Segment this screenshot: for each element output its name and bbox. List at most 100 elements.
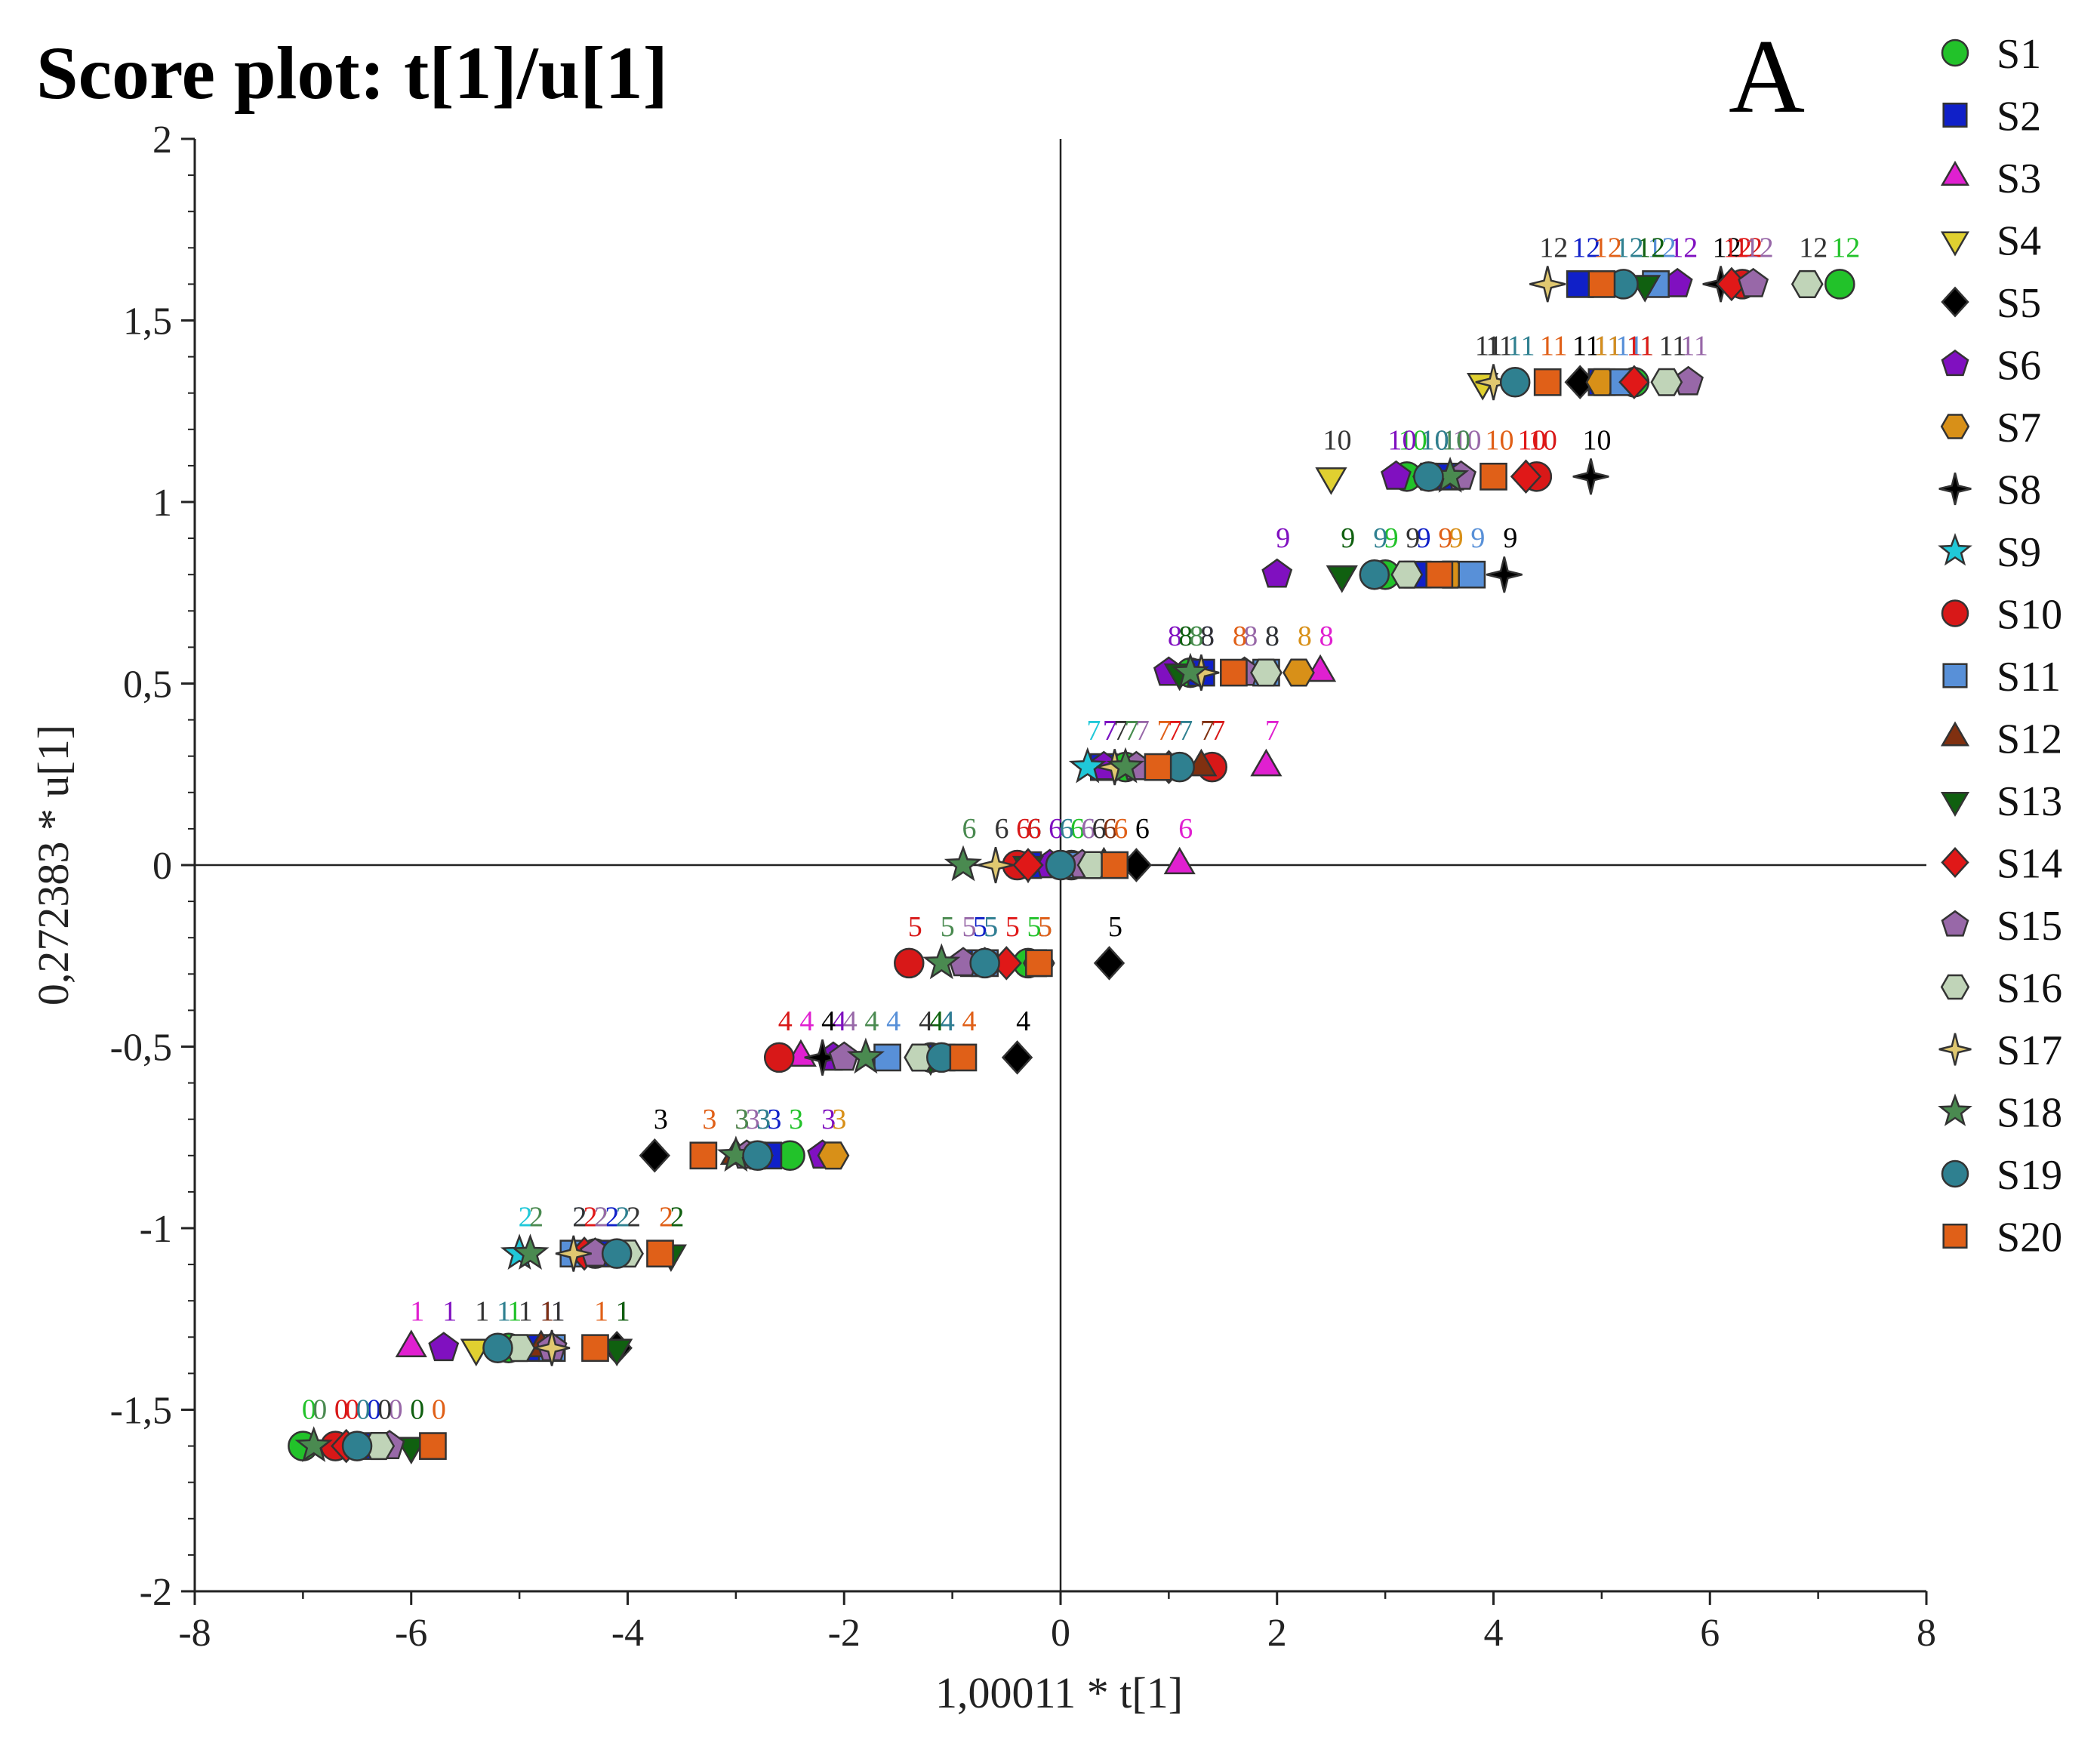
data-points: 0123456789101112012345678910111214678110… [288, 232, 1860, 1464]
data-point-s14 [1510, 459, 1542, 494]
legend-label: S16 [1997, 965, 2062, 1012]
point-label: 8 [1233, 621, 1247, 652]
point-label: 5 [984, 911, 998, 943]
data-point-s7 [1585, 368, 1618, 396]
axes: -8 -6 -4 -2 0 2 4 6 8 -2 -1,5 -1 -0,5 0 0,5 1 1,5 2 [110, 119, 1936, 1655]
data-point-s20 [1425, 560, 1454, 589]
point-label: 7 [1211, 715, 1225, 747]
legend-label: S9 [1997, 529, 2041, 576]
y-tick-label: -1 [140, 1208, 172, 1251]
data-point-s18 [846, 1037, 885, 1074]
point-label: 10 [1399, 424, 1427, 456]
data-point-s20 [1480, 462, 1507, 491]
legend-marker-s7 [1940, 414, 1970, 439]
legend-marker-s10 [1941, 599, 1969, 627]
y-axis-label: 0,272383 * u[1] [29, 725, 78, 1005]
point-label: 6 [1070, 813, 1085, 845]
point-label: 11 [1540, 330, 1568, 362]
point-label: 3 [832, 1104, 846, 1135]
data-point-s3 [1250, 748, 1282, 777]
point-label: 6 [1081, 813, 1095, 845]
legend-item-s1: S1 [1941, 31, 2041, 78]
point-label: 4 [929, 1005, 944, 1037]
legend-label: S13 [1997, 778, 2062, 825]
legend-label: S14 [1997, 841, 2062, 888]
legend-item-s13: S13 [1940, 778, 2062, 825]
point-label: 3 [756, 1104, 771, 1135]
data-point-s1 [1824, 269, 1855, 300]
point-label: 6 [1103, 813, 1117, 845]
point-label: 7 [1125, 715, 1139, 747]
legend-marker-s1 [1941, 38, 1969, 67]
point-label: 6 [1027, 813, 1041, 845]
x-tick-label: 4 [1484, 1612, 1504, 1655]
point-label: 10 [1442, 424, 1470, 456]
data-point-s20 [1024, 949, 1053, 978]
point-label: 4 [821, 1005, 836, 1037]
data-point-s20 [646, 1240, 674, 1268]
point-label: 11 [1486, 330, 1513, 362]
legend-item-s17: S17 [1938, 1027, 2062, 1074]
point-label: 7 [1157, 715, 1172, 747]
legend-marker-s14 [1941, 846, 1969, 879]
y-tick-label: 1 [152, 482, 172, 525]
point-label: 2 [572, 1202, 587, 1233]
point-label: 4 [799, 1005, 814, 1037]
series-s8: 4 10 9 12 [804, 232, 1741, 1076]
point-label: 8 [1190, 621, 1204, 652]
data-point-s20 [1220, 658, 1248, 687]
legend-item-s20: S20 [1942, 1215, 2062, 1261]
point-label: 12 [1637, 232, 1665, 263]
point-label: 12 [1539, 232, 1568, 263]
point-label: 1 [551, 1296, 565, 1328]
point-label: 1 [442, 1296, 457, 1328]
data-point-s16 [1791, 269, 1824, 298]
data-point-s16 [1250, 658, 1282, 687]
point-label: 0 [389, 1394, 403, 1426]
point-label: 3 [789, 1104, 803, 1135]
data-point-s15 [1738, 267, 1769, 297]
point-label: 4 [919, 1005, 933, 1037]
legend-item-s15: S15 [1941, 903, 2062, 950]
legend-label: S11 [1997, 654, 2061, 701]
data-point-s17 [977, 846, 1015, 884]
x-tick-label: -4 [611, 1612, 644, 1655]
data-point-s19 [1359, 559, 1390, 590]
legend-label: S7 [1997, 405, 2041, 451]
data-point-s19 [601, 1238, 633, 1269]
point-label: 8 [1265, 621, 1279, 652]
point-label: 4 [1016, 1005, 1030, 1037]
point-label: 8 [1265, 621, 1279, 652]
data-point-s18 [1106, 747, 1145, 784]
point-label: 8 [1168, 621, 1182, 652]
data-point-s20 [1144, 753, 1172, 781]
data-point-s19 [1413, 461, 1444, 492]
legend-item-s19: S19 [1941, 1152, 2062, 1199]
point-label: 10 [1420, 424, 1449, 456]
legend: S1 S2 S3 S4 S5 S6 S7 S8 S9 S10 S11 S12 S13 S14 S15 S16 S… [1938, 31, 2062, 1261]
legend-marker-s8 [1938, 473, 1972, 506]
point-label: 4 [886, 1005, 901, 1037]
x-axis-label: 1,00011 * t[1] [935, 1668, 1183, 1717]
point-label: 8 [1243, 621, 1258, 652]
y-tick-label: 2 [152, 119, 172, 162]
legend-marker-s9 [1938, 533, 1972, 566]
legend-item-s8: S8 [1938, 467, 2041, 514]
data-point-s19 [742, 1140, 773, 1172]
point-label: 1 [410, 1296, 424, 1328]
legend-item-s5: S5 [1941, 280, 2041, 327]
point-label: 1 [551, 1296, 565, 1328]
data-point-s17 [1529, 266, 1566, 303]
legend-marker-s15 [1941, 910, 1969, 937]
point-label: 12 [1572, 232, 1600, 263]
x-tick-label: 8 [1917, 1612, 1936, 1655]
point-label: 8 [1319, 621, 1334, 652]
data-point-s20 [1587, 270, 1616, 298]
data-point-s17 [534, 1329, 571, 1366]
point-label: 1 [507, 1296, 522, 1328]
legend-marker-s18 [1938, 1093, 1972, 1126]
data-point-s5 [1001, 1040, 1033, 1075]
y-tick-label: 0,5 [123, 664, 172, 707]
point-label: 9 [1503, 522, 1517, 554]
point-label: 5 [941, 911, 955, 943]
